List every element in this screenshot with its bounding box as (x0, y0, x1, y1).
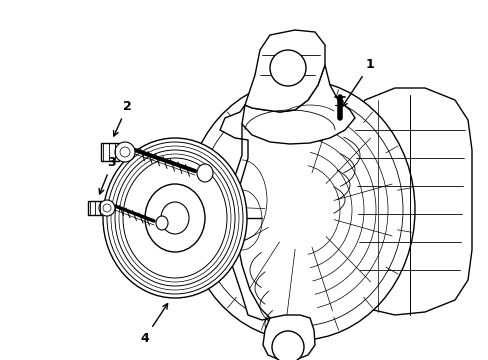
Ellipse shape (156, 216, 168, 230)
Polygon shape (220, 105, 269, 320)
Polygon shape (242, 65, 354, 144)
Ellipse shape (99, 200, 115, 216)
Text: 4: 4 (141, 303, 167, 345)
Polygon shape (343, 88, 471, 315)
Polygon shape (263, 315, 314, 360)
Ellipse shape (271, 331, 304, 360)
Polygon shape (244, 30, 325, 112)
Ellipse shape (197, 164, 213, 182)
Text: 3: 3 (99, 157, 116, 194)
Ellipse shape (115, 142, 135, 162)
Polygon shape (101, 143, 119, 161)
Ellipse shape (184, 80, 414, 340)
Polygon shape (88, 201, 102, 215)
Ellipse shape (269, 50, 305, 86)
Text: 2: 2 (113, 100, 131, 136)
Text: 1: 1 (342, 58, 374, 107)
Ellipse shape (145, 184, 204, 252)
Ellipse shape (103, 138, 246, 298)
Ellipse shape (161, 202, 189, 234)
